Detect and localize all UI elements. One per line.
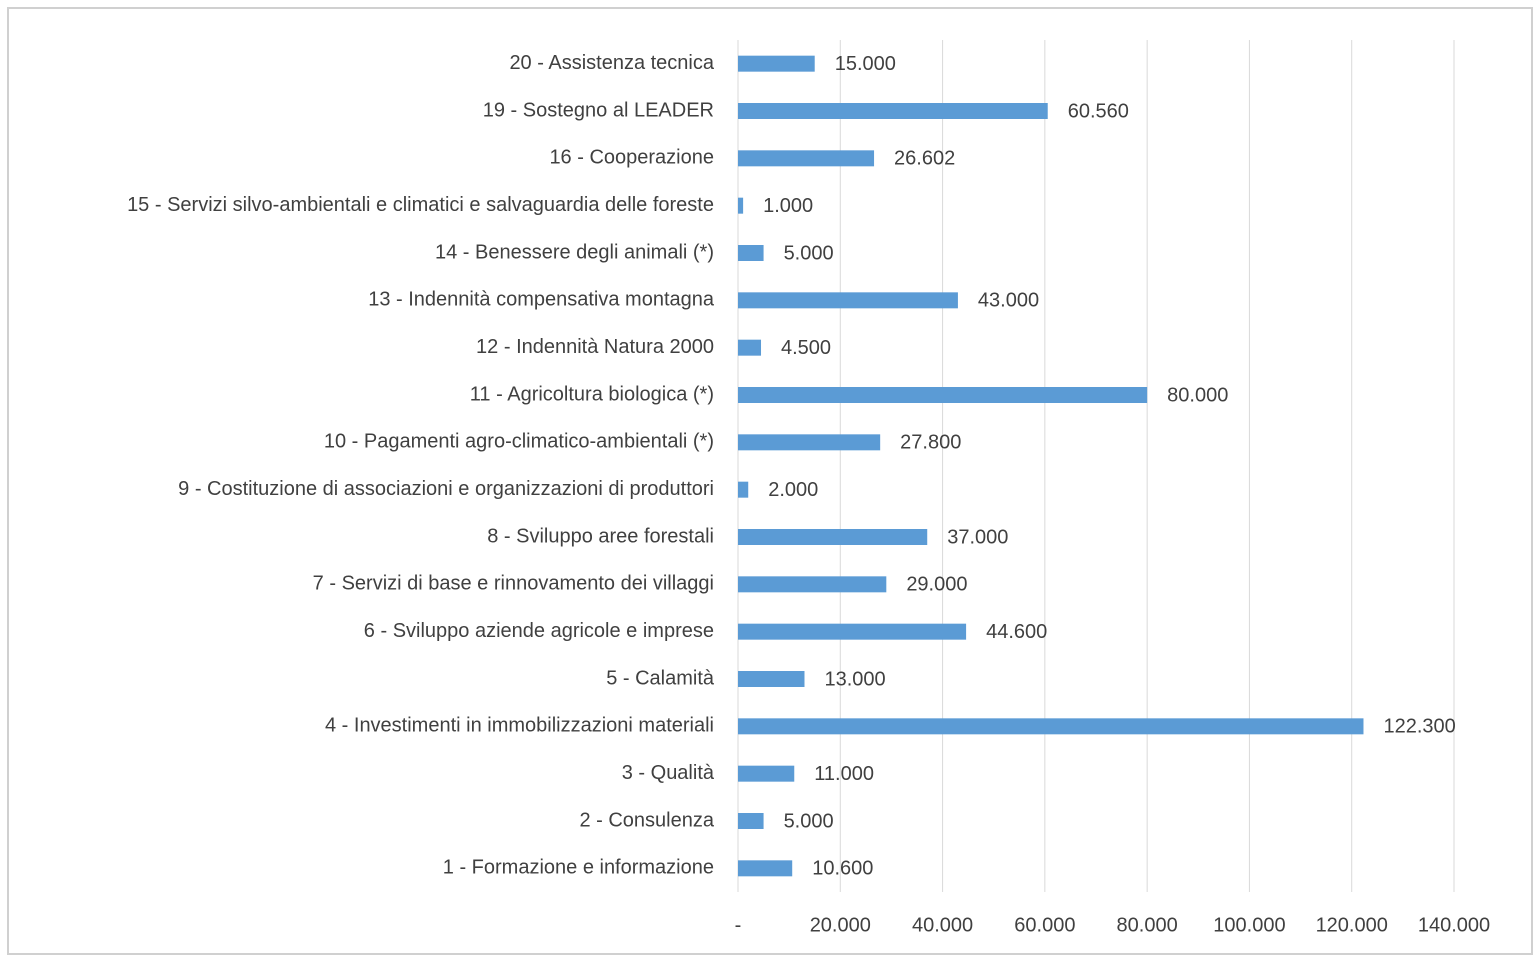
y-tick-label: 2 - Consulenza: [579, 809, 714, 831]
y-tick-label: 19 - Sostegno al LEADER: [483, 99, 714, 121]
x-tick-label: -: [735, 914, 742, 936]
value-label: 44.600: [986, 621, 1047, 643]
bar: [738, 103, 1048, 119]
bar: [738, 623, 967, 640]
y-tick-label: 12 - Indennità Natura 2000: [476, 336, 714, 358]
bar: [738, 434, 881, 451]
value-label: 15.000: [835, 53, 896, 75]
bar: [738, 481, 749, 498]
y-tick-label: 15 - Servizi silvo-ambientali e climatic…: [127, 194, 714, 216]
value-label: 11.000: [814, 763, 874, 785]
bar: [738, 529, 928, 545]
y-tick-label: 16 - Cooperazione: [549, 147, 714, 169]
y-tick-label: 3 - Qualità: [622, 762, 715, 784]
bar: [738, 292, 958, 309]
value-label: 1.000: [763, 195, 813, 217]
bar: [738, 339, 762, 356]
y-tick-label: 4 - Investimenti in immobilizzazioni mat…: [325, 715, 714, 737]
y-tick-label: 9 - Costituzione di associazioni e organ…: [178, 478, 714, 500]
x-tick-label: 100.000: [1213, 914, 1285, 936]
x-tick-label: 40.000: [912, 914, 973, 936]
y-tick-label: 13 - Indennità compensativa montagna: [368, 289, 715, 311]
value-label: 5.000: [784, 810, 834, 832]
y-tick-label: 7 - Servizi di base e rinnovamento dei v…: [313, 573, 714, 595]
bar: [738, 245, 764, 261]
x-tick-label: 20.000: [810, 914, 871, 936]
y-tick-label: 8 - Sviluppo aree forestali: [487, 525, 714, 547]
value-label: 26.602: [894, 148, 955, 170]
bar: [738, 576, 887, 593]
y-tick-label: 11 - Agricoltura biologica (*): [470, 383, 714, 405]
y-tick-label: 6 - Sviluppo aziende agricole e imprese: [364, 620, 714, 642]
value-label: 4.500: [781, 337, 831, 359]
bar: [738, 860, 793, 877]
value-label: 60.560: [1068, 100, 1129, 122]
x-tick-label: 120.000: [1316, 914, 1388, 936]
y-tick-label: 14 - Benessere degli animali (*): [435, 241, 714, 263]
x-tick-label: 140.000: [1418, 914, 1490, 936]
value-label: 29.000: [906, 574, 967, 596]
value-label: 10.600: [812, 858, 873, 880]
x-tick-label: 60.000: [1014, 914, 1075, 936]
y-tick-label: 20 - Assistenza tecnica: [509, 52, 714, 74]
y-tick-label: 5 - Calamità: [606, 667, 715, 689]
bar: [738, 718, 1364, 735]
bar: [738, 55, 815, 72]
y-tick-label: 1 - Formazione e informazione: [443, 857, 714, 879]
y-tick-label: 10 - Pagamenti agro-climatico-ambientali…: [324, 431, 714, 453]
bar: [738, 387, 1148, 403]
value-label: 13.000: [824, 668, 885, 690]
bar: [738, 671, 805, 687]
value-label: 2.000: [768, 479, 818, 501]
value-label: 43.000: [978, 290, 1039, 312]
value-label: 122.300: [1383, 716, 1455, 738]
bar: [738, 813, 764, 829]
value-label: 5.000: [784, 242, 834, 264]
bar: [738, 150, 875, 167]
bar: [738, 197, 744, 214]
value-label: 27.800: [900, 432, 961, 454]
value-label: 80.000: [1167, 384, 1228, 406]
value-label: 37.000: [947, 526, 1008, 548]
x-tick-label: 80.000: [1117, 914, 1178, 936]
bar: [738, 765, 795, 782]
